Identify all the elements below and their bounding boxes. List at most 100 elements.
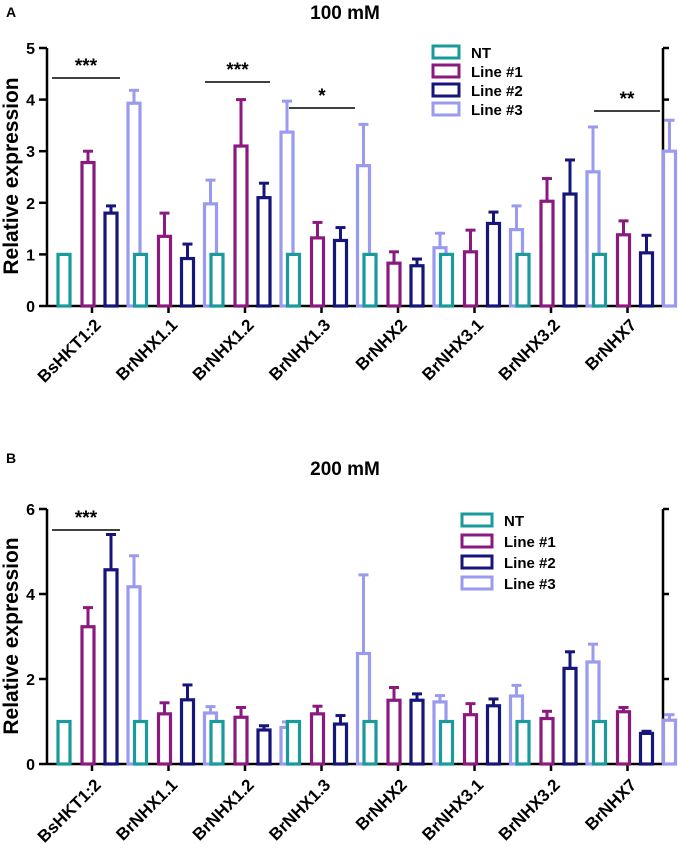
bar-line1 (615, 710, 632, 766)
bar-nt (362, 252, 378, 308)
significance-label: ** (620, 89, 635, 110)
bar-line2 (562, 192, 578, 308)
bar-line2 (332, 238, 349, 308)
legend-label: NT (471, 45, 491, 62)
bar-line2 (485, 221, 502, 308)
bar-line2 (485, 704, 502, 766)
bar-line1 (156, 234, 173, 308)
panel-b-label: B (6, 450, 16, 466)
bar-line1 (309, 712, 326, 766)
significance-label: *** (75, 508, 98, 529)
bar-line1 (539, 716, 555, 766)
bar-line2 (562, 666, 578, 766)
category-label: BrNHX2 (352, 775, 411, 834)
legend-swatch (460, 575, 494, 591)
bar-line1 (80, 625, 96, 766)
bar-nt (591, 252, 608, 308)
bar-line2 (179, 698, 196, 766)
legend-label: NT (504, 513, 524, 530)
significance-label: *** (75, 56, 98, 77)
bar-nt (285, 719, 302, 766)
category-label: BrNHX7 (581, 775, 640, 834)
y-tick-label: 4 (26, 93, 35, 110)
bar-line1 (233, 715, 249, 766)
bar-nt (515, 252, 531, 308)
significance-label: *** (226, 60, 249, 81)
category-label: BrNHX1.3 (265, 775, 334, 844)
y-tick-label: 3 (26, 144, 35, 161)
legend-swatch (431, 101, 461, 117)
panel-b-title: 200 mM (310, 459, 380, 480)
panel-b-ylabel: Relative expression (0, 537, 23, 734)
bar-line1 (386, 698, 402, 766)
y-tick-label: 0 (26, 299, 35, 316)
category-label: BrNHX1.2 (189, 315, 258, 384)
bar-nt (438, 252, 455, 308)
bar-nt (285, 252, 302, 308)
category-label: BrNHX2 (352, 315, 411, 374)
legend-swatch (431, 63, 461, 79)
bar-line1 (615, 233, 632, 308)
bar-nt (56, 719, 72, 766)
bar-nt (362, 719, 378, 766)
bar-line1 (80, 160, 96, 308)
bar-nt (56, 252, 72, 308)
legend-label: Line #3 (471, 102, 523, 119)
category-label: BrNHX1.3 (265, 315, 334, 384)
legend-label: Line #1 (504, 534, 556, 551)
legend-label: Line #3 (504, 576, 556, 593)
legend-swatch (431, 82, 461, 98)
bar-line3 (661, 149, 678, 308)
bar-line2 (103, 568, 119, 766)
bar-line1 (462, 713, 479, 766)
y-tick-label: 6 (26, 502, 35, 519)
category-label: BsHKT1:2 (34, 775, 105, 846)
category-label: BrNHX3.1 (418, 775, 487, 844)
legend-swatch (431, 44, 461, 60)
bar-line2 (638, 731, 655, 766)
bar-line2 (409, 698, 425, 766)
category-label: BrNHX3.2 (495, 775, 564, 844)
bar-line2 (409, 264, 425, 308)
category-label: BrNHX1.1 (112, 775, 181, 844)
bar-line2 (179, 256, 196, 308)
category-label: BrNHX3.1 (418, 315, 487, 384)
bar-nt (132, 719, 149, 766)
bar-line2 (256, 196, 272, 308)
bar-line1 (156, 712, 173, 766)
panel-a-title: 100 mM (310, 3, 380, 24)
bar-line2 (332, 722, 349, 766)
category-label: BrNHX7 (581, 315, 640, 374)
bar-nt (591, 719, 608, 766)
category-label: BrNHX1.2 (189, 775, 258, 844)
bar-nt (515, 719, 531, 766)
bar-nt (209, 252, 225, 308)
bar-line2 (256, 728, 272, 766)
bar-nt (132, 252, 149, 308)
bar-line2 (638, 251, 655, 308)
y-tick-label: 0 (26, 757, 35, 774)
category-label: BsHKT1:2 (34, 315, 105, 386)
significance-label: * (318, 86, 326, 107)
legend-label: Line #2 (471, 83, 523, 100)
legend-swatch (460, 512, 494, 528)
legend-swatch (460, 533, 494, 549)
y-tick-label: 2 (26, 196, 35, 213)
panel-b-plot: 0 2 4 6 BsHKT1:2 BrNHX1.1 BrNHX1.2 BrNHX1.3 BrNH… (26, 502, 678, 846)
y-tick-label: 5 (26, 41, 35, 58)
category-label: BrNHX1.1 (112, 315, 181, 384)
y-tick-label: 4 (26, 587, 35, 604)
bar-line1 (539, 199, 555, 308)
y-tick-label: 1 (26, 247, 35, 264)
bar-line1 (309, 236, 326, 308)
bar-line3 (661, 718, 678, 766)
bar-line1 (233, 144, 249, 308)
bar-nt (209, 719, 225, 766)
panel-a-ylabel: Relative expression (0, 77, 23, 274)
bar-line2 (103, 211, 119, 308)
legend-swatch (460, 554, 494, 570)
category-label: BrNHX3.2 (495, 315, 564, 384)
legend-label: Line #1 (471, 64, 523, 81)
panel-a-label: A (6, 4, 16, 20)
